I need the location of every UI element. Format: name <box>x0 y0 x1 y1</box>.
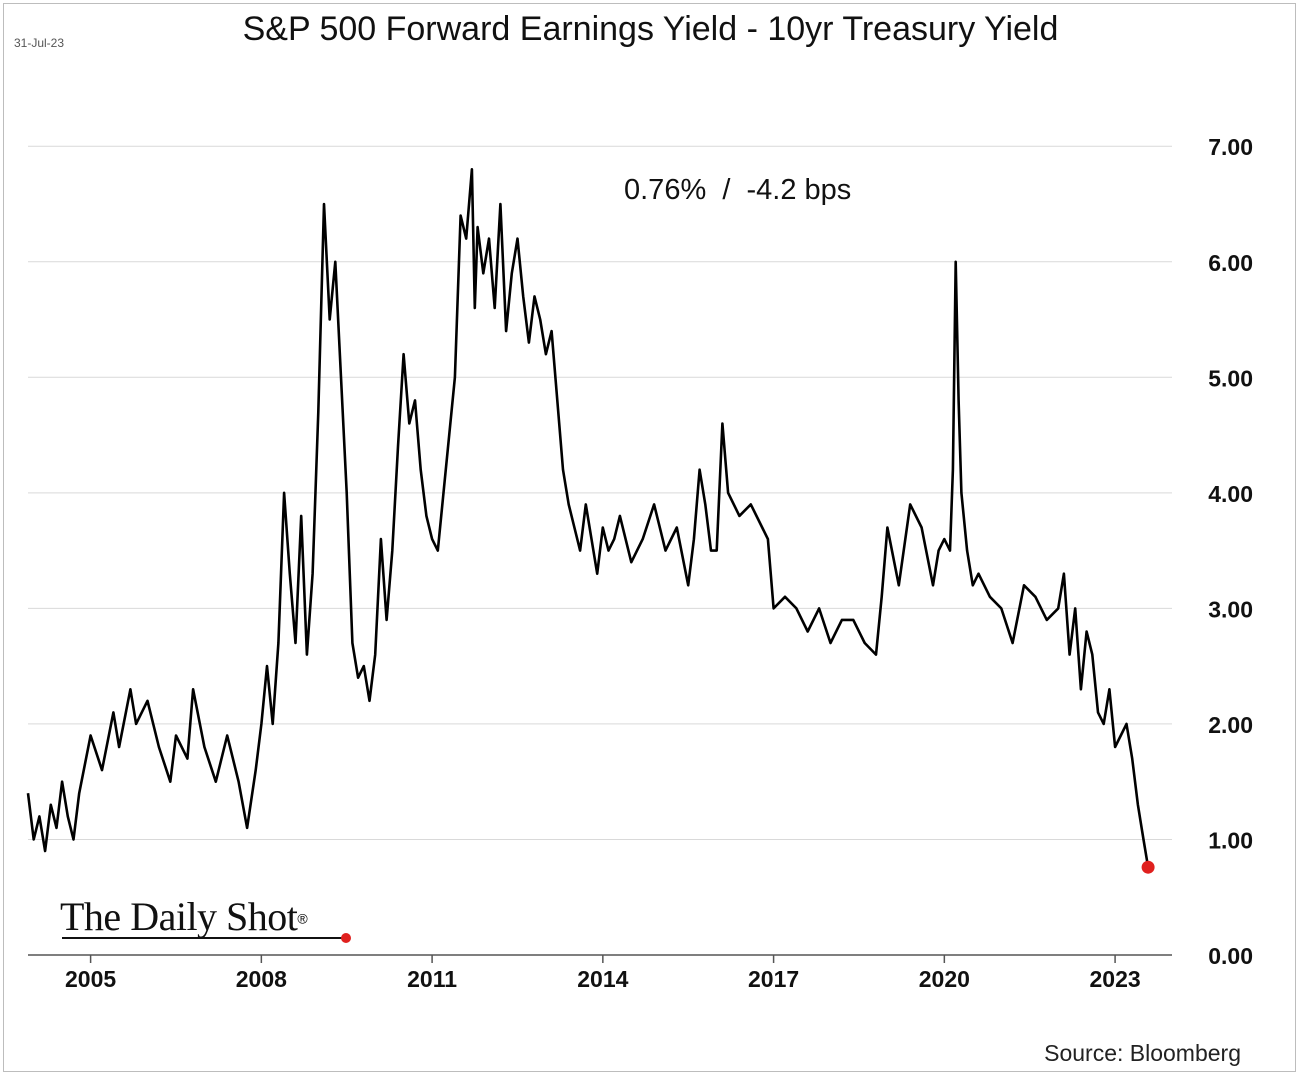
y-tick-label: 2.00 <box>1208 712 1253 738</box>
y-tick-labels: 0.00 1.00 2.00 3.00 4.00 5.00 6.00 7.00 <box>1208 134 1253 969</box>
y-tick-label: 0.00 <box>1208 943 1253 969</box>
x-tick-label: 2020 <box>919 966 970 992</box>
x-axis <box>28 954 1172 963</box>
logo-underline <box>62 937 344 939</box>
x-tick-label: 2023 <box>1089 966 1140 992</box>
y-tick-label: 4.00 <box>1208 481 1253 507</box>
x-tick-label: 2014 <box>577 966 628 992</box>
y-tick-label: 5.00 <box>1208 365 1253 391</box>
y-tick-label: 6.00 <box>1208 250 1253 276</box>
x-tick-label: 2011 <box>407 966 457 992</box>
logo-registered-mark: ® <box>297 910 308 927</box>
value-annotation: 0.76% / -4.2 bps <box>624 174 852 206</box>
spread-line <box>26 168 1150 868</box>
logo-red-dot <box>341 933 351 943</box>
grid-lines <box>28 145 1172 840</box>
x-tick-label: 2008 <box>236 966 287 992</box>
chart-title: S&P 500 Forward Earnings Yield - 10yr Tr… <box>242 10 1059 48</box>
date-stamp: 31-Jul-23 <box>14 36 65 50</box>
y-tick-label: 3.00 <box>1208 596 1253 622</box>
y-tick-label: 7.00 <box>1208 134 1253 160</box>
x-tick-label: 2005 <box>65 966 116 992</box>
x-tick-label: 2017 <box>748 966 799 992</box>
y-tick-label: 1.00 <box>1208 827 1253 853</box>
chart-frame <box>3 3 1296 1072</box>
series-layer <box>26 168 1155 874</box>
source-note: Source: Bloomberg <box>1044 1040 1241 1066</box>
logo-text: The Daily Shot <box>60 894 298 939</box>
latest-value-marker <box>1141 860 1155 874</box>
x-tick-labels: 2005 2008 2011 2014 2017 2020 2023 <box>65 966 1141 992</box>
daily-shot-logo: The Daily Shot® <box>60 893 360 945</box>
